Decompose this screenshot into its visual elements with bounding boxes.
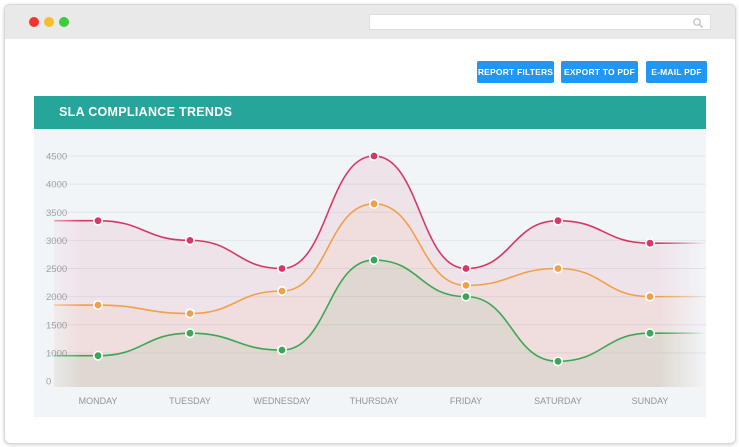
data-point bbox=[92, 300, 103, 311]
x-tick-label: SUNDAY bbox=[632, 396, 669, 406]
data-point bbox=[460, 291, 471, 302]
y-tick-label: 1000 bbox=[46, 348, 67, 359]
title-bar bbox=[5, 5, 735, 39]
data-point bbox=[552, 263, 563, 274]
data-point bbox=[368, 198, 379, 209]
y-tick-label: 1500 bbox=[46, 320, 67, 331]
browser-window: REPORT FILTERS EXPORT TO PDF E-MAIL PDF … bbox=[4, 4, 736, 444]
series-area bbox=[54, 156, 706, 387]
series-area bbox=[54, 260, 706, 387]
panel-header: SLA COMPLIANCE TRENDS bbox=[34, 96, 706, 129]
search-icon[interactable] bbox=[692, 16, 704, 34]
data-point bbox=[185, 308, 196, 319]
y-tick-label: 0 bbox=[46, 377, 51, 388]
export-to-pdf-button[interactable]: EXPORT TO PDF bbox=[561, 61, 638, 83]
data-point bbox=[644, 328, 655, 339]
sla-trend-chart: 0 1000 1500 2000 2500 3000 3500 4000 4500 MONDAY T… bbox=[44, 150, 706, 406]
data-point bbox=[185, 328, 196, 339]
address-bar[interactable] bbox=[369, 14, 711, 30]
data-point bbox=[460, 280, 471, 291]
data-point bbox=[644, 238, 655, 249]
email-pdf-button[interactable]: E-MAIL PDF bbox=[646, 61, 707, 83]
data-point bbox=[460, 263, 471, 274]
x-tick-label: WEDNESDAY bbox=[253, 396, 310, 406]
data-point bbox=[552, 215, 563, 226]
x-tick-label: MONDAY bbox=[79, 396, 118, 406]
y-tick-label: 4500 bbox=[46, 152, 67, 163]
series-area bbox=[54, 203, 706, 387]
y-tick-label: 3500 bbox=[46, 208, 67, 219]
data-point bbox=[277, 345, 288, 356]
y-tick-label: 4000 bbox=[46, 180, 67, 191]
minimize-window-dot[interactable] bbox=[44, 17, 54, 27]
y-tick-label: 3000 bbox=[46, 236, 67, 247]
data-point bbox=[277, 263, 288, 274]
data-point bbox=[644, 291, 655, 302]
data-point bbox=[277, 286, 288, 297]
data-point bbox=[92, 215, 103, 226]
data-point bbox=[368, 255, 379, 266]
data-point bbox=[368, 150, 379, 161]
x-tick-label: TUESDAY bbox=[169, 396, 211, 406]
area-fills bbox=[54, 156, 706, 387]
data-point bbox=[185, 235, 196, 246]
x-tick-label: SATURDAY bbox=[534, 396, 582, 406]
chart-panel: 0 1000 1500 2000 2500 3000 3500 4000 4500 MONDAY T… bbox=[34, 129, 706, 417]
y-tick-label: 2000 bbox=[46, 292, 67, 303]
maximize-window-dot[interactable] bbox=[59, 17, 69, 27]
data-point bbox=[552, 356, 563, 367]
panel-title: SLA COMPLIANCE TRENDS bbox=[59, 105, 233, 119]
report-filters-button[interactable]: REPORT FILTERS bbox=[477, 61, 554, 83]
y-tick-label: 2500 bbox=[46, 264, 67, 275]
data-point bbox=[92, 350, 103, 361]
x-tick-label: THURSDAY bbox=[350, 396, 399, 406]
close-window-dot[interactable] bbox=[29, 17, 39, 27]
x-tick-label: FRIDAY bbox=[450, 396, 482, 406]
